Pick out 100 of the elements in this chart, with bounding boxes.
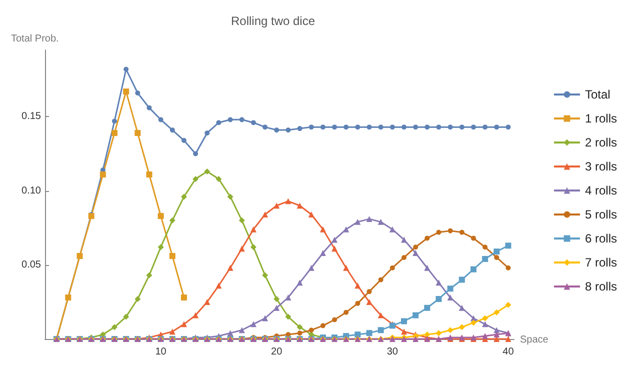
point: [505, 242, 512, 249]
point: [506, 124, 511, 130]
point: [134, 130, 141, 136]
point: [169, 328, 176, 335]
legend-label: 1 rolls: [584, 112, 618, 126]
legend-label: 7 rolls: [584, 256, 618, 270]
point: [436, 296, 442, 302]
point: [390, 124, 395, 130]
point: [180, 321, 187, 328]
point: [366, 216, 372, 222]
point: [482, 333, 488, 340]
point: [297, 330, 302, 336]
point: [134, 296, 141, 302]
point: [250, 120, 256, 126]
point: [146, 105, 152, 110]
point: [123, 314, 130, 320]
point: [412, 312, 419, 318]
point: [181, 138, 186, 143]
legend-label: 3 rolls: [584, 160, 618, 174]
point: [239, 117, 244, 122]
point: [238, 327, 245, 334]
point: [354, 282, 361, 289]
point: [320, 124, 326, 130]
point: [482, 124, 488, 130]
point: [332, 317, 338, 322]
point: [227, 194, 234, 200]
y-axis-title: Total Prob.: [11, 34, 59, 44]
point: [506, 265, 511, 270]
point: [320, 226, 326, 232]
point: [274, 202, 280, 209]
x-tick-label: 30: [386, 346, 398, 358]
x-tick-label: 10: [155, 346, 167, 358]
point: [123, 88, 130, 94]
point: [447, 327, 454, 334]
point: [413, 124, 418, 130]
point: [482, 315, 488, 322]
point: [400, 328, 407, 335]
point: [285, 198, 292, 204]
point: [227, 264, 234, 271]
point: [378, 277, 384, 282]
point: [354, 218, 361, 225]
chart-title: Rolling two dice: [230, 14, 316, 28]
point: [250, 321, 256, 328]
point: [320, 250, 326, 256]
point: [286, 128, 291, 133]
point: [250, 226, 256, 232]
point: [204, 168, 210, 175]
point: [494, 332, 500, 338]
point: [285, 314, 292, 320]
point: [470, 124, 476, 130]
point: [470, 236, 476, 241]
point: [296, 324, 303, 330]
point: [308, 328, 314, 333]
point: [274, 296, 280, 302]
point: [169, 217, 176, 224]
point: [180, 294, 187, 301]
point: [332, 236, 338, 243]
point: [459, 124, 464, 130]
point: [228, 117, 233, 122]
point: [459, 230, 464, 235]
point: [436, 280, 442, 286]
point: [320, 323, 326, 328]
point: [158, 212, 164, 219]
point: [482, 256, 488, 262]
point: [424, 304, 430, 311]
point: [112, 118, 117, 124]
point: [296, 280, 303, 286]
point: [262, 272, 268, 278]
legend-label: 5 rolls: [584, 208, 618, 222]
point: [424, 124, 430, 130]
point: [505, 336, 512, 342]
legend-label: 2 rolls: [584, 136, 618, 150]
point: [470, 266, 476, 272]
point: [448, 228, 453, 234]
point: [170, 128, 175, 133]
y-tick-label: 0.10: [22, 185, 42, 196]
point: [436, 124, 442, 130]
legend-label: 4 rolls: [584, 184, 618, 198]
point: [482, 244, 488, 250]
point: [505, 302, 512, 308]
point: [124, 66, 129, 72]
point: [262, 124, 268, 130]
point: [193, 151, 198, 156]
point: [355, 300, 360, 306]
point: [494, 124, 500, 130]
point: [378, 327, 384, 334]
x-tick-label: 20: [271, 346, 283, 358]
point: [366, 289, 372, 294]
point: [344, 310, 349, 315]
point: [413, 244, 418, 250]
point: [448, 124, 453, 130]
x-tick-label: 40: [502, 346, 514, 358]
point: [355, 124, 360, 130]
y-tick-label: 0.05: [22, 259, 42, 270]
point: [458, 304, 465, 311]
point: [447, 286, 454, 292]
point: [158, 244, 164, 250]
point: [458, 324, 465, 330]
point: [146, 171, 152, 178]
point: [424, 264, 430, 271]
